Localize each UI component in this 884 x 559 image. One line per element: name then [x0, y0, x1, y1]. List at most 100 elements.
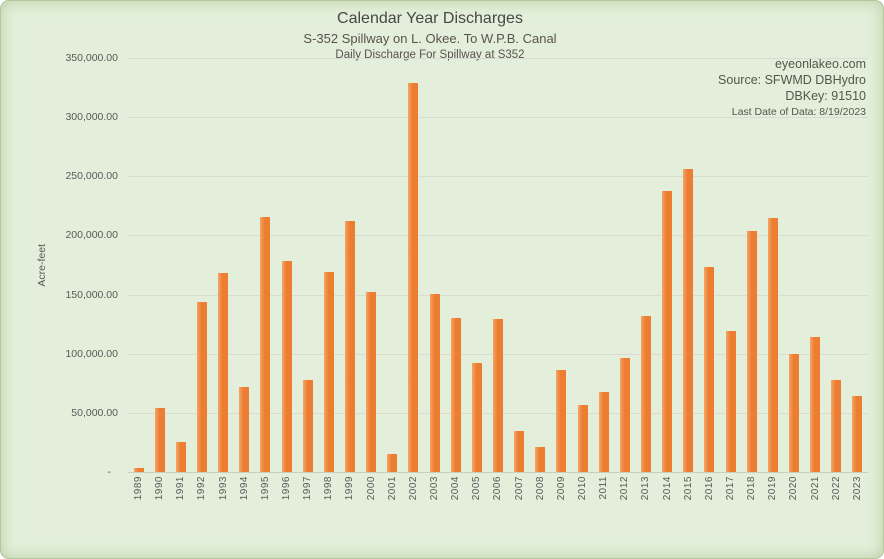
- plot-area: [128, 58, 868, 473]
- bar-2002: [408, 82, 419, 472]
- x-label-slot: 2010: [572, 476, 593, 512]
- x-axis-label: 2017: [725, 476, 736, 501]
- bar-slot: [657, 58, 678, 472]
- x-label-slot: 2004: [445, 476, 466, 512]
- x-label-slot: 2008: [530, 476, 551, 512]
- bar-slot: [276, 58, 297, 472]
- bar-1992: [196, 301, 207, 472]
- x-label-slot: 2021: [805, 476, 826, 512]
- x-label-slot: 2012: [614, 476, 635, 512]
- x-axis-label: 2011: [598, 476, 610, 500]
- x-label-slot: 1997: [297, 476, 318, 512]
- gridline: [128, 294, 868, 296]
- bar-2018: [746, 231, 757, 472]
- bar-2009: [556, 370, 567, 472]
- x-axis-label: 2016: [703, 476, 715, 501]
- bar-2003: [429, 293, 440, 472]
- bar-slot: [487, 58, 508, 472]
- x-axis-label: 2013: [640, 476, 652, 501]
- y-tick-label: 250,000.00: [65, 170, 118, 183]
- y-tick-label: 200,000.00: [65, 229, 118, 242]
- bar-slot: [255, 58, 276, 472]
- bar-2015: [683, 169, 694, 472]
- bar-slot: [445, 58, 466, 472]
- bar-1997: [302, 379, 313, 472]
- x-label-slot: 2022: [826, 476, 847, 512]
- gridline: [128, 117, 868, 119]
- x-label-slot: 2002: [403, 476, 424, 512]
- bar-slot: [509, 58, 530, 472]
- x-axis-label: 2022: [830, 476, 842, 501]
- x-axis-label: 1994: [238, 476, 250, 501]
- bar-2020: [788, 353, 799, 472]
- x-label-slot: 2017: [720, 476, 741, 512]
- x-label-slot: 2020: [783, 476, 804, 512]
- bar-2019: [767, 217, 778, 472]
- x-axis-label: 2001: [386, 476, 398, 501]
- chart-title: Calendar Year Discharges: [337, 10, 523, 27]
- bar-slot: [847, 58, 868, 472]
- bar-slot: [762, 58, 783, 472]
- x-axis-label: 1995: [259, 476, 271, 501]
- x-axis-label: 2004: [450, 476, 462, 501]
- source-text: Source: SFWMD DBHydro: [718, 73, 866, 87]
- x-label-slot: 2013: [635, 476, 656, 512]
- bar-slot: [593, 58, 614, 472]
- x-label-slot: 2023: [847, 476, 868, 512]
- bar-2023: [852, 395, 863, 472]
- x-axis-label: 1991: [175, 476, 187, 501]
- bar-slot: [170, 58, 191, 472]
- bar-2017: [725, 330, 736, 472]
- x-label-slot: 2018: [741, 476, 762, 512]
- x-label-slot: 2015: [678, 476, 699, 512]
- y-tick-label: 300,000.00: [65, 111, 118, 124]
- x-label-slot: 2001: [382, 476, 403, 512]
- bar-2004: [450, 317, 461, 472]
- gridline: [128, 472, 868, 473]
- x-axis-label: 2018: [746, 476, 758, 501]
- bar-2012: [619, 357, 630, 472]
- x-label-slot: 1999: [339, 476, 360, 512]
- bar-1991: [175, 441, 186, 472]
- bar-2007: [514, 430, 525, 472]
- x-axis-label: 2006: [492, 476, 504, 501]
- bar-2014: [662, 191, 673, 472]
- bar-slot: [382, 58, 403, 472]
- x-axis-label: 1999: [344, 476, 356, 501]
- y-tick-labels: 350,000.00 300,000.00 250,000.00 200,000.00…: [0, 52, 118, 478]
- x-axis-label: 2014: [661, 476, 673, 501]
- x-axis-label: 1990: [154, 476, 166, 501]
- bar-slot: [149, 58, 170, 472]
- x-axis-label: 2012: [619, 476, 631, 501]
- x-label-slot: 2011: [593, 476, 614, 512]
- bar-1998: [323, 271, 334, 472]
- bar-slot: [720, 58, 741, 472]
- info-block: eyeonlakeo.com Source: SFWMD DBHydro DBK…: [718, 56, 866, 120]
- x-axis-label: 2010: [577, 476, 589, 501]
- bar-1989: [133, 467, 144, 472]
- bar-slot: [191, 58, 212, 472]
- x-label-slot: 2000: [361, 476, 382, 512]
- bar-2008: [535, 446, 546, 472]
- bar-1996: [281, 261, 292, 472]
- x-label-slot: 2007: [509, 476, 530, 512]
- bar-slot: [805, 58, 826, 472]
- x-axis-label: 2008: [534, 476, 546, 501]
- bar-1993: [218, 272, 229, 472]
- bar-slot: [699, 58, 720, 472]
- bar-2011: [598, 391, 609, 472]
- bar-slot: [741, 58, 762, 472]
- x-axis-label: 2023: [851, 476, 863, 501]
- gridline: [128, 58, 868, 59]
- x-axis-label: 2019: [767, 476, 779, 501]
- x-label-slot: 2005: [466, 476, 487, 512]
- x-axis-label: 2003: [429, 476, 441, 501]
- x-label-slot: 1998: [318, 476, 339, 512]
- bar-slot: [128, 58, 149, 472]
- bar-slot: [297, 58, 318, 472]
- bar-2000: [366, 292, 377, 472]
- bar-slot: [826, 58, 847, 472]
- x-label-slot: 1995: [255, 476, 276, 512]
- x-label-slot: 2016: [699, 476, 720, 512]
